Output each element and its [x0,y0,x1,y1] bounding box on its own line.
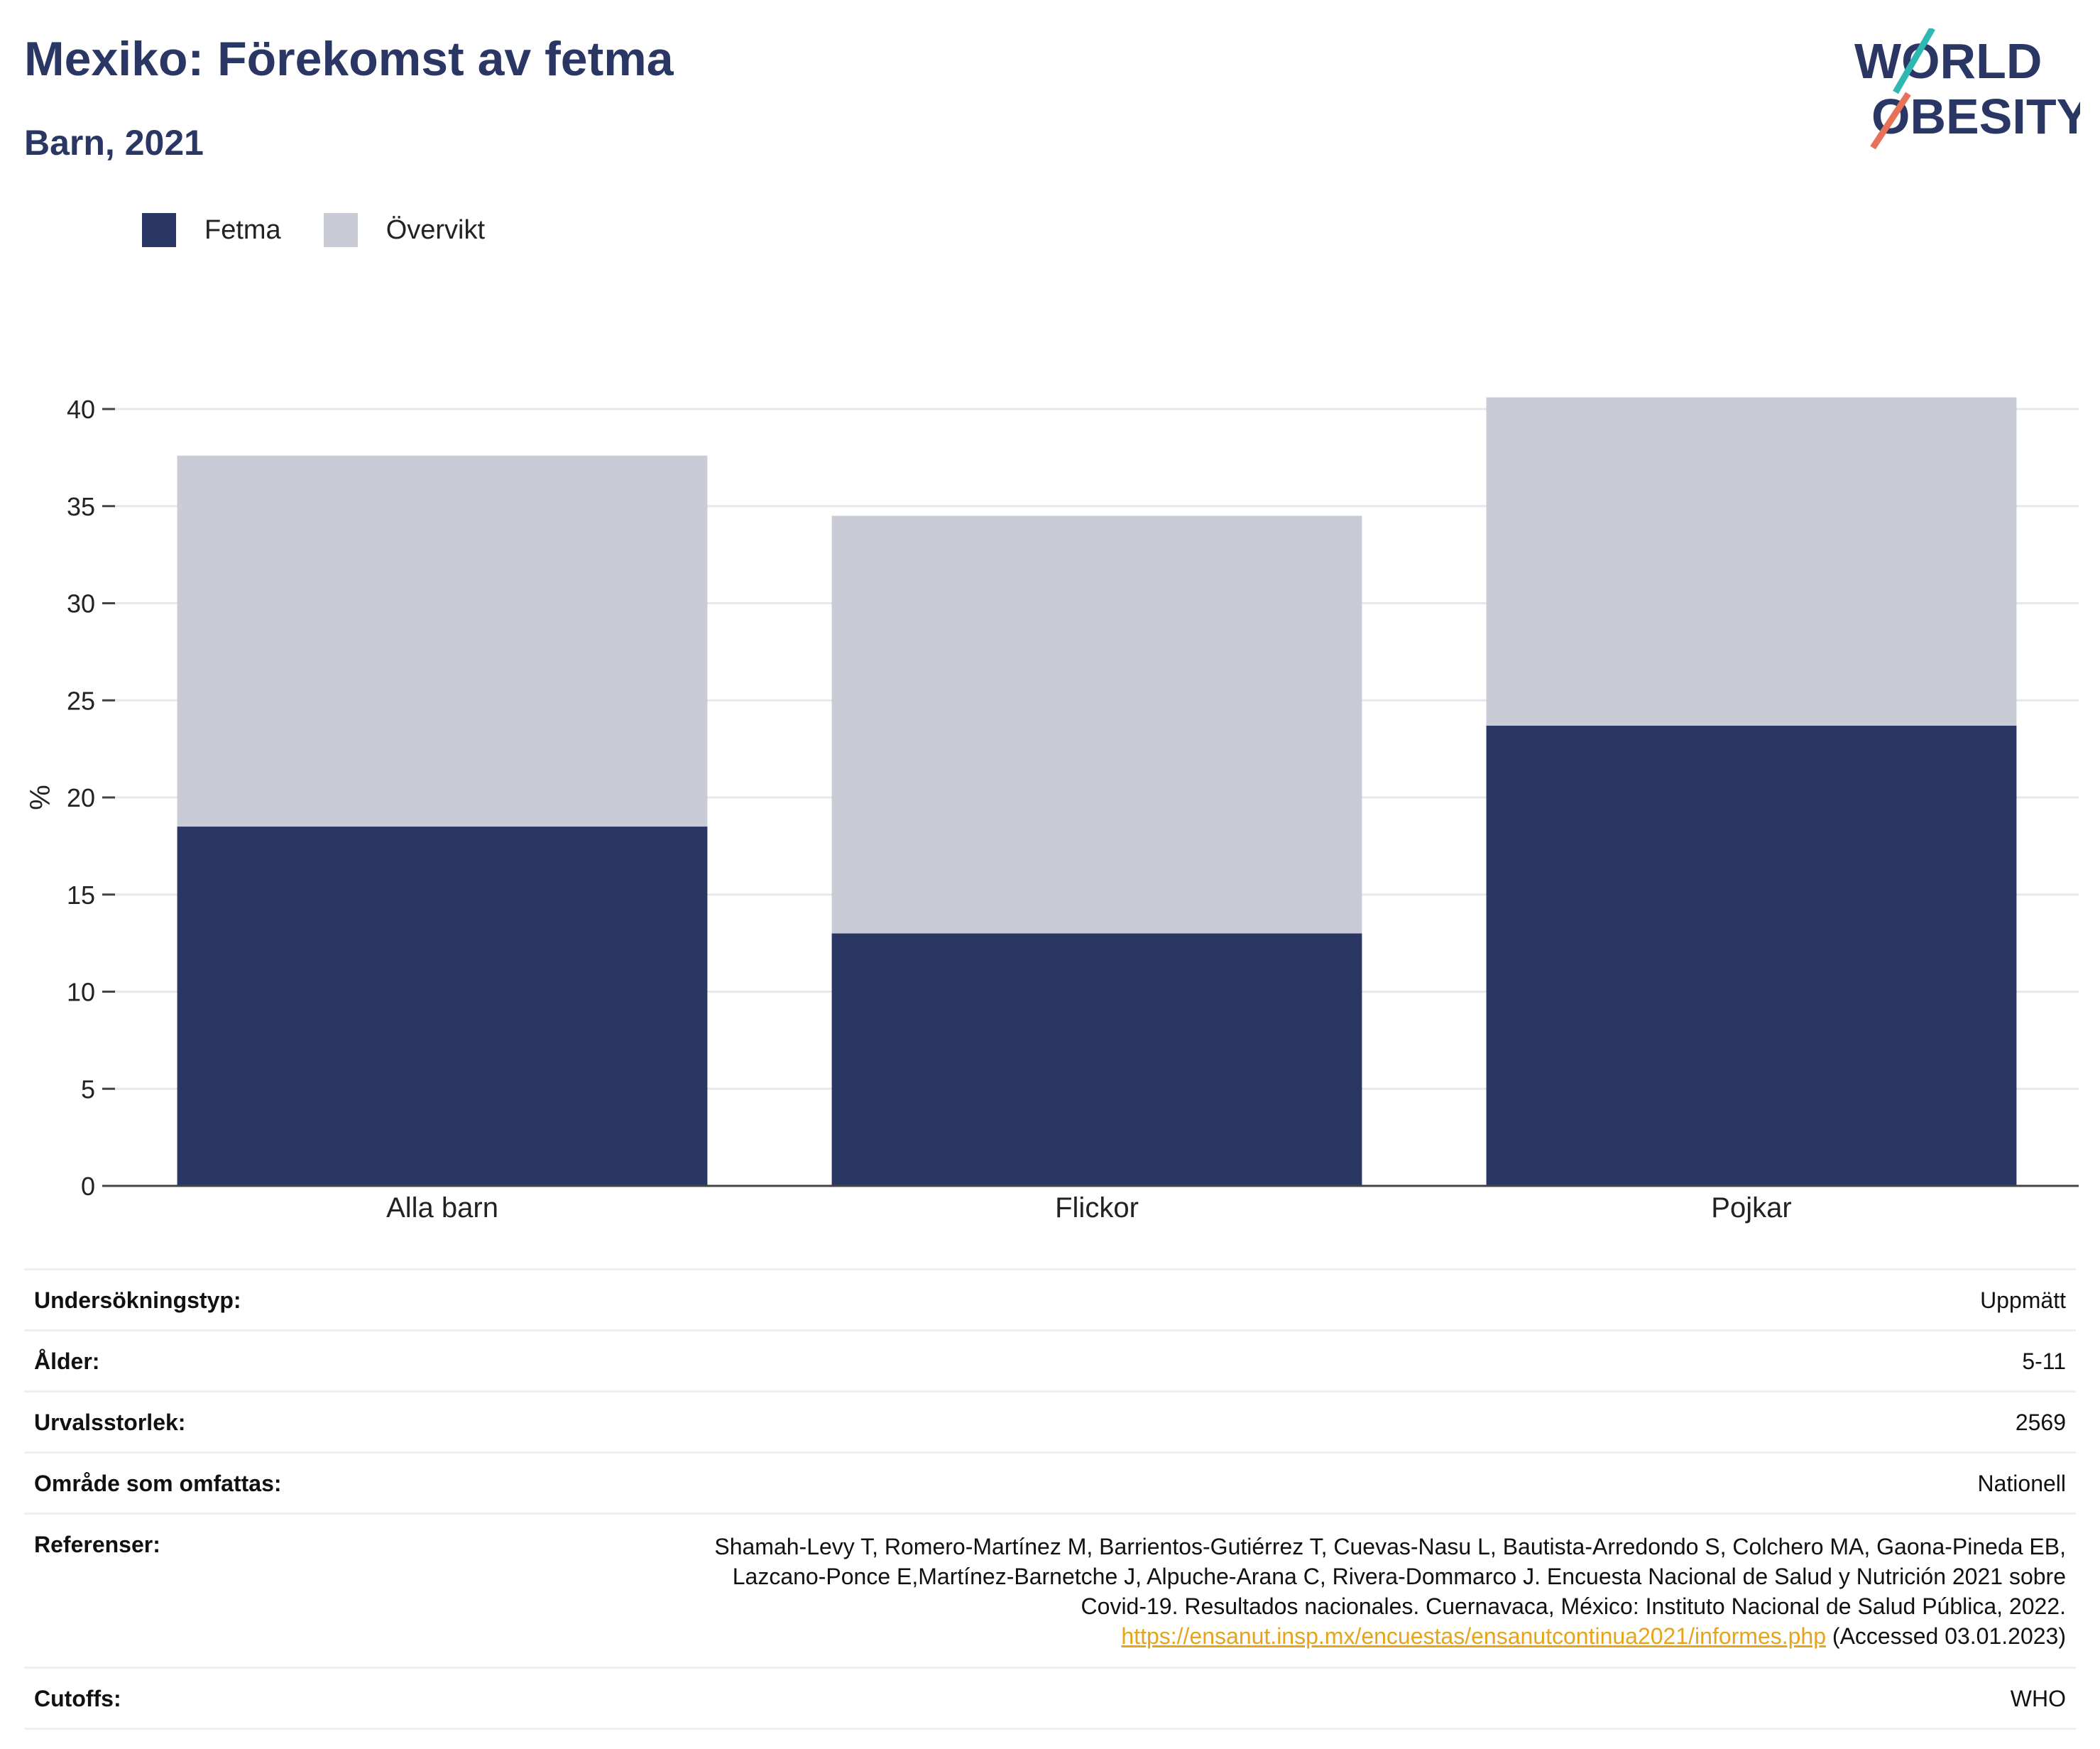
cutoffs-value: WHO [2010,1686,2066,1711]
bar-pojkar-fetma [1486,725,2017,1186]
area-label: Område som omfattas: [34,1471,282,1496]
survey-type-value: Uppmätt [1980,1287,2066,1313]
sample-size-value: 2569 [2015,1410,2066,1435]
world-obesity-logo: WORLD OBESITY [1854,28,2080,149]
reference-line-1: Shamah-Levy T, Romero-Martínez M, Barrie… [714,1534,2066,1559]
row-age: Ålder: 5-11 [24,1329,2076,1390]
logo-stroke-coral [1870,92,1911,149]
y-tick-label-15: 15 [67,881,95,910]
reference-accessed: (Accessed 03.01.2023) [1826,1623,2066,1649]
chart-title: Mexiko: Förekomst av fetma [24,32,674,86]
references-value: Shamah-Levy T, Romero-Martínez M, Barrie… [714,1532,2066,1651]
x-tick-label-1: Flickor [1055,1192,1139,1224]
legend-label-fetma: Fetma [204,214,281,245]
x-tick-label-2: Pojkar [1711,1192,1791,1224]
logo-text-line1: WORLD [1854,33,2042,89]
y-tick-label-40: 40 [67,395,95,424]
row-cutoffs: Cutoffs: WHO [24,1667,2076,1730]
y-tick-label-0: 0 [81,1172,95,1201]
legend-label-overvikt: Övervikt [385,214,486,245]
legend-item-overvikt: Övervikt [323,213,486,247]
legend-item-fetma: Fetma [142,213,281,247]
age-value: 5-11 [2022,1348,2066,1374]
y-axis-label: % [25,785,56,810]
y-tick-label-5: 5 [81,1074,95,1104]
reference-link[interactable]: https://ensanut.insp.mx/encuestas/ensanu… [1121,1623,1827,1649]
y-tick-label-25: 25 [67,686,95,715]
legend-swatch-fetma [142,213,176,247]
bar-pojkar-övervikt [1486,397,2017,726]
survey-type-label: Undersökningstyp: [34,1287,241,1313]
reference-line-3: Covid-19. Resultados nacionales. Cuernav… [1081,1593,2066,1619]
row-survey-type: Undersökningstyp: Uppmätt [24,1268,2076,1329]
references-label: Referenser: [34,1532,160,1557]
row-references: Referenser: Shamah-Levy T, Romero-Martín… [24,1513,2076,1667]
legend: Fetma Övervikt [142,210,527,250]
chart-subtitle: Barn, 2021 [24,123,204,163]
bar-alla-barn-fetma [177,827,708,1186]
sample-size-label: Urvalsstorlek: [34,1410,186,1435]
bar-flickor-fetma [831,933,1362,1186]
reference-line-2: Lazcano-Ponce E,Martínez-Barnetche J, Al… [732,1564,2066,1589]
legend-swatch-overvikt [323,213,358,247]
bar-alla-barn-övervikt [177,455,708,827]
x-tick-label-0: Alla barn [386,1192,498,1224]
logo-stroke-teal [1893,28,1935,94]
y-tick-label-20: 20 [67,783,95,812]
survey-info-table: Undersökningstyp: Uppmätt Ålder: 5-11 Ur… [24,1268,2076,1730]
bar-flickor-övervikt [831,516,1362,934]
row-sample-size: Urvalsstorlek: 2569 [24,1390,2076,1451]
y-tick-label-35: 35 [67,492,95,521]
row-area: Område som omfattas: Nationell [24,1451,2076,1513]
y-tick-label-10: 10 [67,978,95,1007]
reference-line-4: https://ensanut.insp.mx/encuestas/ensanu… [714,1621,2066,1651]
age-label: Ålder: [34,1348,100,1374]
stacked-bar-chart: 0 5 10 15 20 25 30 35 40% Alla barn Flickor Pojkar [25,395,2079,1224]
y-tick-label-30: 30 [67,589,95,619]
cutoffs-label: Cutoffs: [34,1686,121,1711]
area-value: Nationell [1977,1471,2066,1496]
